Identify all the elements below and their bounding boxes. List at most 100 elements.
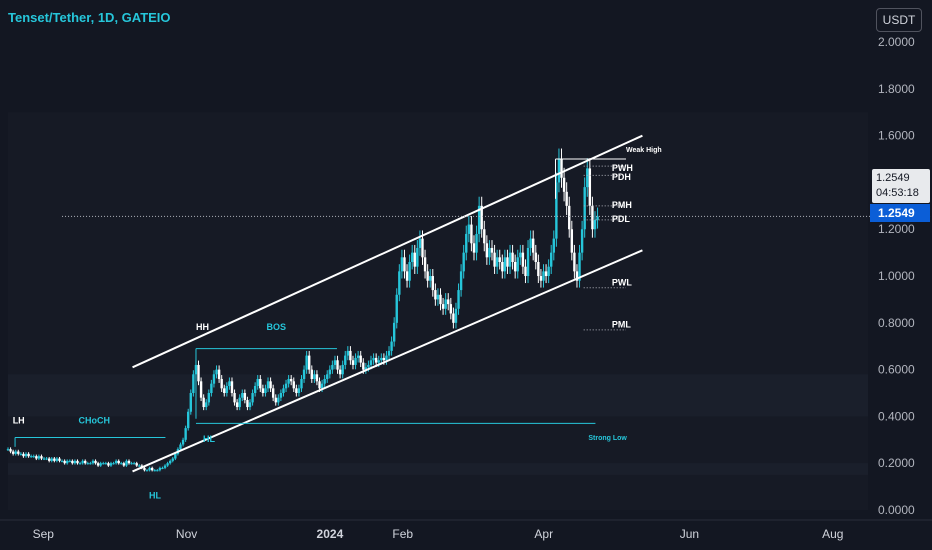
y-tick-label: 0.2000 (878, 456, 915, 470)
candle-body (11, 451, 15, 454)
candlesticks (6, 148, 599, 472)
candle-body (318, 381, 321, 389)
candle-body (179, 444, 182, 450)
annotation-label: Strong Low (588, 435, 627, 442)
candle-body (302, 369, 306, 379)
annotation-label: HH (196, 322, 209, 332)
drawings (14, 134, 932, 473)
candle-body (86, 463, 90, 465)
y-axis: 2.00001.80001.60001.40001.20001.00000.80… (878, 35, 915, 517)
candle-body (47, 458, 51, 461)
candle-body (55, 458, 59, 461)
candle-body (81, 460, 84, 464)
candle-body (490, 247, 494, 253)
candle-body (168, 460, 172, 464)
candle-body (171, 458, 174, 461)
candle-body (253, 386, 257, 394)
candle-body (418, 238, 422, 248)
zone-bands (8, 112, 868, 510)
candle-body (58, 458, 61, 461)
candle-body (215, 369, 218, 375)
candle-body (117, 460, 120, 464)
candle-body (17, 451, 20, 454)
candle-body (447, 299, 450, 305)
candle-body (444, 299, 447, 309)
candle-body (138, 465, 141, 467)
candle-body (323, 378, 326, 384)
candle-body (398, 271, 401, 295)
candle-body (205, 402, 208, 408)
channel-upper (132, 134, 643, 369)
candle-body (192, 374, 195, 394)
candle-body (238, 397, 241, 408)
candle-body (369, 360, 373, 365)
candle-body (341, 364, 344, 375)
candle-body (480, 205, 483, 230)
y-tick-label: 0.4000 (878, 409, 915, 423)
candle-body (586, 168, 589, 188)
candle-body (197, 364, 200, 382)
candle-body (470, 224, 473, 244)
x-axis: Sep Nov 2024 Feb Apr Jun Aug (0, 519, 932, 541)
candle-body (338, 369, 342, 375)
candle-body (174, 453, 177, 459)
candle-body (380, 357, 383, 361)
x-tick-label: Apr (534, 527, 553, 541)
candle-body (225, 386, 229, 394)
candle-body (364, 367, 368, 370)
candle-body (328, 369, 332, 375)
annotation-label: PWL (612, 277, 632, 287)
candle-body (14, 451, 17, 454)
candle-body (156, 470, 159, 472)
candle-body (336, 360, 339, 370)
annotation-label: PDH (612, 172, 631, 182)
candle-body (114, 460, 118, 464)
candle-body (349, 350, 352, 361)
candle-body (326, 374, 329, 379)
candle-body (50, 458, 53, 461)
candle-body (498, 257, 501, 262)
chart-title: Tenset/Tether, 1D, GATEIO (8, 10, 171, 25)
candle-body (145, 470, 149, 472)
annotation-label: HL (203, 434, 215, 444)
candle-body (228, 381, 231, 386)
candle-body (71, 460, 74, 464)
candle-body (485, 243, 489, 258)
candle-body (367, 364, 370, 368)
x-tick-label: Aug (822, 527, 843, 541)
candle-body (45, 458, 48, 460)
currency-button[interactable]: USDT (876, 8, 922, 32)
annotation-label: PML (612, 320, 632, 330)
candle-body (529, 238, 532, 248)
candle-body (423, 257, 427, 272)
candle-body (269, 381, 272, 389)
y-tick-label: 1.0000 (878, 269, 915, 283)
candle-body (416, 247, 419, 267)
candle-body (89, 463, 92, 465)
candle-body (295, 388, 298, 394)
candle-body (122, 463, 126, 466)
candle-body (313, 374, 316, 379)
candle-body (454, 308, 458, 323)
candle-body (233, 393, 236, 403)
candle-body (60, 460, 64, 462)
candle-body (246, 400, 249, 408)
candle-body (22, 453, 25, 457)
candle-body (390, 341, 393, 351)
candle-body (282, 388, 285, 394)
candle-body (405, 271, 409, 281)
candle-body (382, 357, 386, 361)
candle-body (243, 393, 247, 401)
candle-body (351, 360, 355, 365)
candle-body (112, 463, 115, 465)
candle-body (508, 252, 512, 267)
candle-body (32, 456, 35, 458)
candle-body (346, 350, 350, 356)
candle-body (565, 191, 568, 206)
candle-body (431, 276, 434, 291)
candle-body (109, 463, 113, 466)
candle-body (331, 364, 334, 370)
candle-body (531, 238, 535, 253)
y-tick-label: 1.2000 (878, 222, 915, 236)
